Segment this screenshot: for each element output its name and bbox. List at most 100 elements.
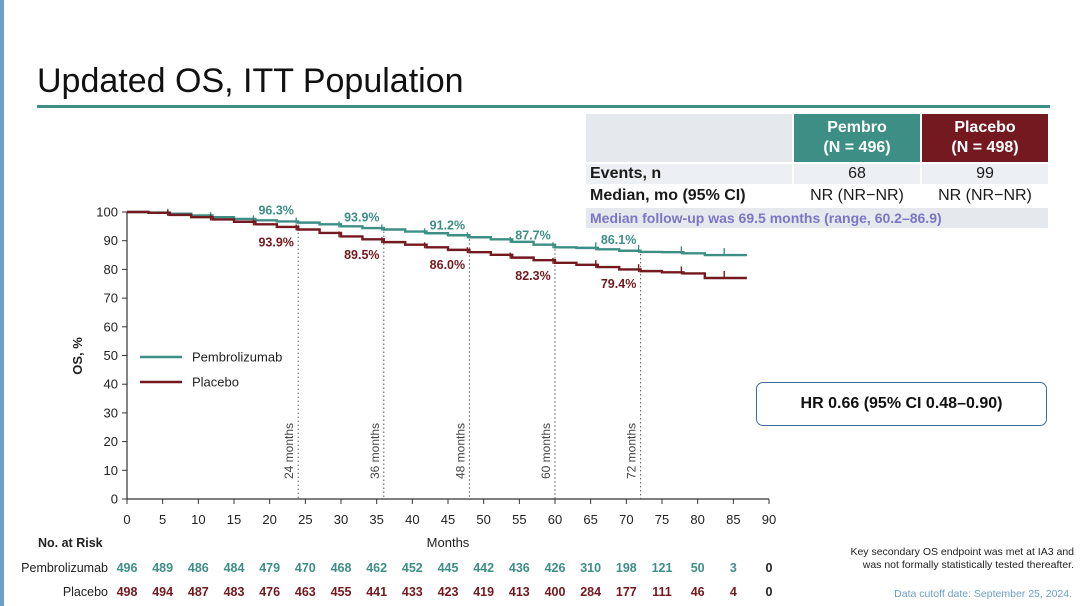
- landmark-label: 60 months: [539, 423, 553, 479]
- data-cutoff-note: Data cutoff date: September 25, 2024.: [894, 588, 1072, 600]
- risk-value: 479: [259, 561, 280, 575]
- survival-curves: [127, 208, 747, 280]
- risk-value: 452: [402, 561, 423, 575]
- median-pembro: NR (NR−NR): [794, 186, 920, 206]
- landmark-label: 72 months: [625, 423, 639, 479]
- x-tick-label: 20: [262, 512, 276, 527]
- risk-row-label: Placebo: [63, 585, 108, 599]
- landmark-value-placebo: 82.3%: [515, 269, 550, 283]
- risk-value: 470: [295, 561, 316, 575]
- slide-left-border: [0, 0, 4, 606]
- risk-value: 455: [331, 585, 352, 599]
- y-tick-label: 10: [104, 463, 118, 478]
- risk-value: 0: [766, 585, 773, 599]
- risk-value: 50: [691, 561, 705, 575]
- y-tick-label: 100: [96, 205, 118, 220]
- placebo-n: (N = 498): [951, 139, 1019, 156]
- x-tick-label: 40: [405, 512, 419, 527]
- y-tick-label: 30: [104, 405, 118, 420]
- footnote-line-1: Key secondary OS endpoint was met at IA3…: [850, 546, 1074, 558]
- landmark-annotations: 96.3% 93.9% 91.2% 87.7% 86.1% 93.9% 89.5% 86.0%…: [258, 204, 636, 292]
- events-placebo: 99: [922, 164, 1048, 184]
- risk-value: 46: [691, 585, 705, 599]
- x-tick-label: 90: [762, 512, 776, 527]
- risk-value: 486: [188, 561, 209, 575]
- risk-value: 198: [616, 561, 637, 575]
- risk-value: 496: [117, 561, 138, 575]
- table-corner-cell: [586, 114, 792, 162]
- title-divider: [37, 105, 1050, 108]
- risk-value: 462: [366, 561, 387, 575]
- x-tick-label: 25: [298, 512, 312, 527]
- x-tick-label: 45: [441, 512, 455, 527]
- risk-value: 121: [652, 561, 673, 575]
- risk-value: 426: [545, 561, 566, 575]
- risk-value: 433: [402, 585, 423, 599]
- x-tick-label: 85: [726, 512, 740, 527]
- risk-value: 498: [117, 585, 138, 599]
- y-tick-label: 70: [104, 291, 118, 306]
- footnote: Key secondary OS endpoint was met at IA3…: [850, 546, 1074, 572]
- events-pembro: 68: [794, 164, 920, 184]
- y-axis: 0 10 20 30 40 50 60 70 80 90 100 OS, %: [70, 205, 128, 507]
- landmark-value-pembrolizumab: 96.3%: [258, 204, 293, 218]
- hazard-ratio-box: HR 0.66 (95% CI 0.48–0.90): [756, 382, 1047, 426]
- risk-value: 463: [295, 585, 316, 599]
- x-tick-label: 60: [548, 512, 562, 527]
- risk-value: 419: [473, 585, 494, 599]
- risk-value: 468: [331, 561, 352, 575]
- risk-value: 0: [766, 561, 773, 575]
- followup-note: Median follow-up was 69.5 months (range,…: [586, 208, 1048, 228]
- risk-value: 3: [730, 561, 737, 575]
- x-tick-label: 55: [512, 512, 526, 527]
- x-tick-label: 70: [619, 512, 633, 527]
- pembro-n: (N = 496): [823, 139, 891, 156]
- y-tick-label: 0: [111, 492, 118, 507]
- summary-table: Pembro (N = 496) Placebo (N = 498) Event…: [584, 112, 1050, 230]
- landmark-value-placebo: 89.5%: [344, 248, 379, 262]
- x-tick-label: 75: [655, 512, 669, 527]
- risk-value: 441: [366, 585, 387, 599]
- median-row: Median, mo (95% CI) NR (NR−NR) NR (NR−NR…: [586, 186, 1048, 206]
- chart-legend: Pembrolizumab Placebo: [140, 350, 282, 390]
- x-tick-label: 15: [227, 512, 241, 527]
- x-tick-label: 5: [159, 512, 166, 527]
- risk-row-label: Pembrolizumab: [21, 561, 108, 575]
- landmark-value-pembrolizumab: 87.7%: [515, 228, 550, 242]
- x-tick-label: 65: [583, 512, 597, 527]
- x-axis: 0 5 10 15 20 25 30 35 40 45 50 55 60 65 70 75 80 85 90 Mont…: [123, 498, 776, 550]
- x-tick-label: 0: [123, 512, 130, 527]
- x-tick-label: 80: [690, 512, 704, 527]
- events-label: Events, n: [586, 164, 792, 184]
- landmark-value-placebo: 79.4%: [601, 277, 636, 291]
- legend-label-pembrolizumab: Pembrolizumab: [192, 350, 282, 365]
- risk-value: 487: [188, 585, 209, 599]
- landmark-value-pembrolizumab: 91.2%: [430, 218, 465, 232]
- risk-value: 445: [438, 561, 459, 575]
- pembro-header: Pembro (N = 496): [794, 114, 920, 162]
- landmark-value-placebo: 86.0%: [430, 258, 465, 272]
- risk-value: 413: [509, 585, 530, 599]
- y-axis-title: OS, %: [70, 337, 85, 375]
- risk-table-title: No. at Risk: [38, 536, 103, 550]
- risk-value: 423: [438, 585, 459, 599]
- x-tick-label: 50: [476, 512, 490, 527]
- landmark-value-pembrolizumab: 86.1%: [601, 233, 636, 247]
- landmark-value-placebo: 93.9%: [258, 236, 293, 250]
- risk-value: 494: [152, 585, 173, 599]
- curve-pembrolizumab: [127, 210, 747, 257]
- risk-table: No. at Risk Pembrolizumab 496 489 486 484 479 4…: [21, 536, 772, 599]
- risk-value: 489: [152, 561, 173, 575]
- y-tick-label: 20: [104, 434, 118, 449]
- x-axis-title: Months: [427, 535, 470, 550]
- pembro-label: Pembro: [827, 119, 887, 136]
- x-tick-label: 30: [334, 512, 348, 527]
- landmark-label: 24 months: [282, 423, 296, 479]
- landmark-value-pembrolizumab: 93.9%: [344, 211, 379, 225]
- risk-value: 4: [730, 585, 737, 599]
- risk-value: 400: [545, 585, 566, 599]
- footnote-line-2: was not formally statistically tested th…: [862, 559, 1074, 571]
- risk-value: 436: [509, 561, 530, 575]
- landmark-label: 48 months: [453, 423, 467, 479]
